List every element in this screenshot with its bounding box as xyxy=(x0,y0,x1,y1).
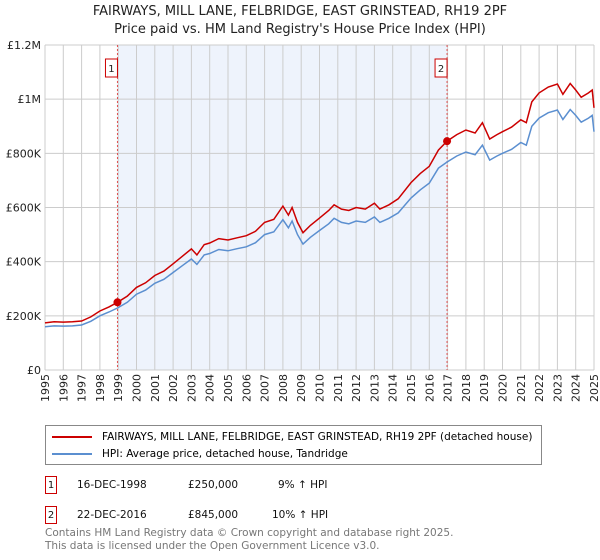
x-tick-label: 1997 xyxy=(76,374,89,402)
sale-row-1: 1 16-DEC-1998 £250,000 9% ↑ HPI xyxy=(45,476,445,496)
x-tick-label: 2001 xyxy=(149,374,162,402)
x-tick-label: 1999 xyxy=(112,374,125,402)
x-tick-label: 2015 xyxy=(405,374,418,402)
sale-point xyxy=(443,137,452,146)
sale-badge: 1 xyxy=(45,476,57,494)
footer: Contains HM Land Registry data © Crown c… xyxy=(45,527,453,553)
x-tick-label: 2003 xyxy=(185,374,198,402)
legend-item-property: FAIRWAYS, MILL LANE, FELBRIDGE, EAST GRI… xyxy=(52,429,532,445)
x-tick-label: 2013 xyxy=(368,374,381,402)
x-tick-label: 2018 xyxy=(460,374,473,402)
sale-hpi-diff: 10% ↑ HPI xyxy=(272,509,329,521)
sale-price: £845,000 xyxy=(188,509,239,521)
x-tick-label: 2011 xyxy=(332,374,345,402)
y-tick-label: £800K xyxy=(6,147,42,160)
x-tick-label: 2004 xyxy=(204,374,217,402)
sale-point xyxy=(113,298,122,307)
x-tick-label: 2012 xyxy=(350,374,363,402)
sale-date: 16-DEC-1998 xyxy=(77,479,147,491)
x-tick-label: 2010 xyxy=(314,374,327,402)
legend-item-hpi: HPI: Average price, detached house, Tand… xyxy=(52,446,348,462)
sale-marker-label: 2 xyxy=(438,64,444,75)
sale-marker-label: 1 xyxy=(108,64,114,75)
sale-price: £250,000 xyxy=(188,479,239,491)
sale-marker-badge xyxy=(104,58,118,78)
x-tick-label: 2002 xyxy=(167,374,180,402)
y-tick-label: £1.2M xyxy=(7,39,41,52)
chart-subtitle: Price paid vs. HM Land Registry's House … xyxy=(114,22,486,37)
chart-title: FAIRWAYS, MILL LANE, FELBRIDGE, EAST GRI… xyxy=(92,4,508,19)
x-tick-label: 2007 xyxy=(259,374,272,402)
sale-row-2: 2 22-DEC-2016 £845,000 10% ↑ HPI xyxy=(45,506,445,526)
x-tick-label: 1998 xyxy=(94,374,107,402)
footer-line-2: This data is licensed under the Open Gov… xyxy=(45,540,380,552)
x-tick-label: 2020 xyxy=(497,374,510,402)
sale-hpi-diff: 9% ↑ HPI xyxy=(278,479,328,491)
y-tick-label: £400K xyxy=(6,256,42,269)
x-tick-label: 2008 xyxy=(277,374,290,402)
x-tick-label: 1996 xyxy=(57,374,70,402)
legend-swatch-hpi xyxy=(52,453,92,455)
x-tick-label: 2016 xyxy=(423,374,436,402)
x-tick-label: 2025 xyxy=(588,374,600,402)
x-tick-label: 2009 xyxy=(295,374,308,402)
x-tick-label: 2019 xyxy=(478,374,491,402)
y-tick-label: £600K xyxy=(6,202,42,215)
sale-date: 22-DEC-2016 xyxy=(77,509,147,521)
price-chart: 1995 1996 1997 1998 1999 2000 2001 2002 2003 2004… xyxy=(6,39,600,402)
series-line-property xyxy=(44,82,595,324)
x-tick-label: 2017 xyxy=(442,374,455,402)
x-tick-label: 2023 xyxy=(551,374,564,402)
y-tick-label: £200K xyxy=(6,310,42,323)
footer-line-1: Contains HM Land Registry data © Crown c… xyxy=(45,527,454,539)
x-tick-label: 2005 xyxy=(222,374,235,402)
x-tick-label: 1995 xyxy=(39,374,52,402)
y-tick-label: £1M xyxy=(18,93,42,106)
legend-swatch-property xyxy=(52,436,92,438)
sale-marker-badge xyxy=(434,58,448,78)
series-line-hpi xyxy=(44,108,595,328)
y-tick-label: £0 xyxy=(27,364,41,377)
x-tick-label: 2014 xyxy=(387,374,400,402)
x-tick-label: 2006 xyxy=(240,374,253,402)
x-tick-label: 2024 xyxy=(570,374,583,402)
legend: FAIRWAYS, MILL LANE, FELBRIDGE, EAST GRI… xyxy=(45,425,542,465)
legend-label-property: FAIRWAYS, MILL LANE, FELBRIDGE, EAST GRI… xyxy=(102,431,533,443)
x-tick-label: 2022 xyxy=(533,374,546,402)
x-tick-label: 2000 xyxy=(131,374,144,402)
x-tick-label: 2021 xyxy=(515,374,528,402)
sale-badge: 2 xyxy=(45,506,57,524)
legend-label-hpi: HPI: Average price, detached house, Tand… xyxy=(102,448,348,460)
